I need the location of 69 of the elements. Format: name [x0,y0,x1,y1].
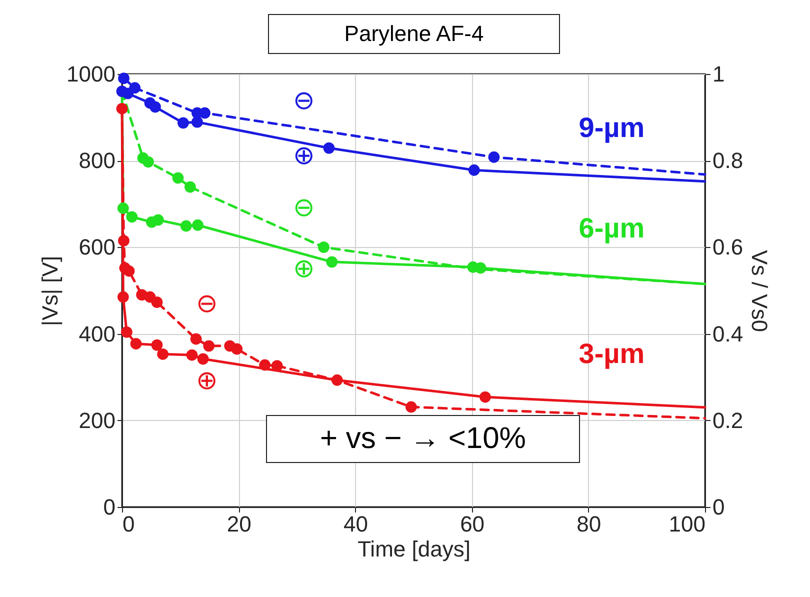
x-tick-label: 60 [460,512,485,536]
point [259,359,271,371]
y2-axis-title: Vs / Vs0 [747,250,772,332]
annotation: ⊖ [293,85,315,115]
point [126,211,138,223]
annotation: ⊖ [196,288,218,318]
y2-tick-label: 0.4 [712,321,744,346]
point [199,107,210,119]
x-tick-label: 80 [576,512,602,536]
point [488,151,500,163]
point [150,101,161,113]
point [197,353,209,365]
y2-tick-label: 0.2 [712,408,744,433]
point [151,296,163,308]
annotation: ⊕ [293,253,315,283]
y-tick-label: 0 [103,494,116,520]
point [180,220,192,232]
annotation: ⊖ [293,192,315,222]
point [326,256,338,268]
title-box: Parylene AF-4 [268,14,560,54]
x-tick-label: 100 [668,512,706,536]
point [323,142,335,154]
y2-tick-label: 1 [712,62,725,86]
point [331,374,343,386]
y-tick-label: 600 [78,234,116,260]
y-tick-label: 200 [78,408,116,433]
point [186,349,198,361]
annotation: ⊕ [196,365,218,395]
point [192,219,204,231]
x-axis-title: Time [days] [358,536,470,562]
y2-tick-label: 0 [712,494,725,520]
series-label: 6-µm [578,212,645,244]
point [172,172,184,184]
point [157,348,169,360]
point [190,333,202,345]
series-label: 3-µm [578,338,645,369]
y-tick-label: 400 [78,321,116,346]
point [118,72,130,84]
point [116,102,128,114]
point [142,156,154,168]
note-box: + vs − → <10% [266,415,580,463]
point [405,401,417,413]
y-axis-title: |Vs| [V] [38,256,63,326]
point [318,242,330,253]
point [117,202,129,214]
x-tick-label: 0 [122,512,135,536]
point [178,117,189,129]
point [117,291,129,303]
y-tick-label: 800 [78,148,116,174]
y-tick-label: 1000 [66,62,116,86]
point [118,235,130,246]
point [480,391,491,403]
point [130,338,142,350]
point [184,181,196,193]
point [120,326,132,338]
series-label: 9-µm [578,112,645,143]
point [474,262,486,274]
x-tick-label: 20 [226,512,252,536]
x-tick-label: 40 [343,512,368,536]
annotation: ⊕ [293,140,315,170]
point [468,164,480,176]
point [123,265,135,277]
point [203,340,215,352]
y2-tick-label: 0.8 [712,148,744,174]
point [152,214,164,226]
y2-tick-label: 0.6 [712,234,744,260]
point [129,82,141,94]
point [231,343,243,355]
point [151,339,163,351]
